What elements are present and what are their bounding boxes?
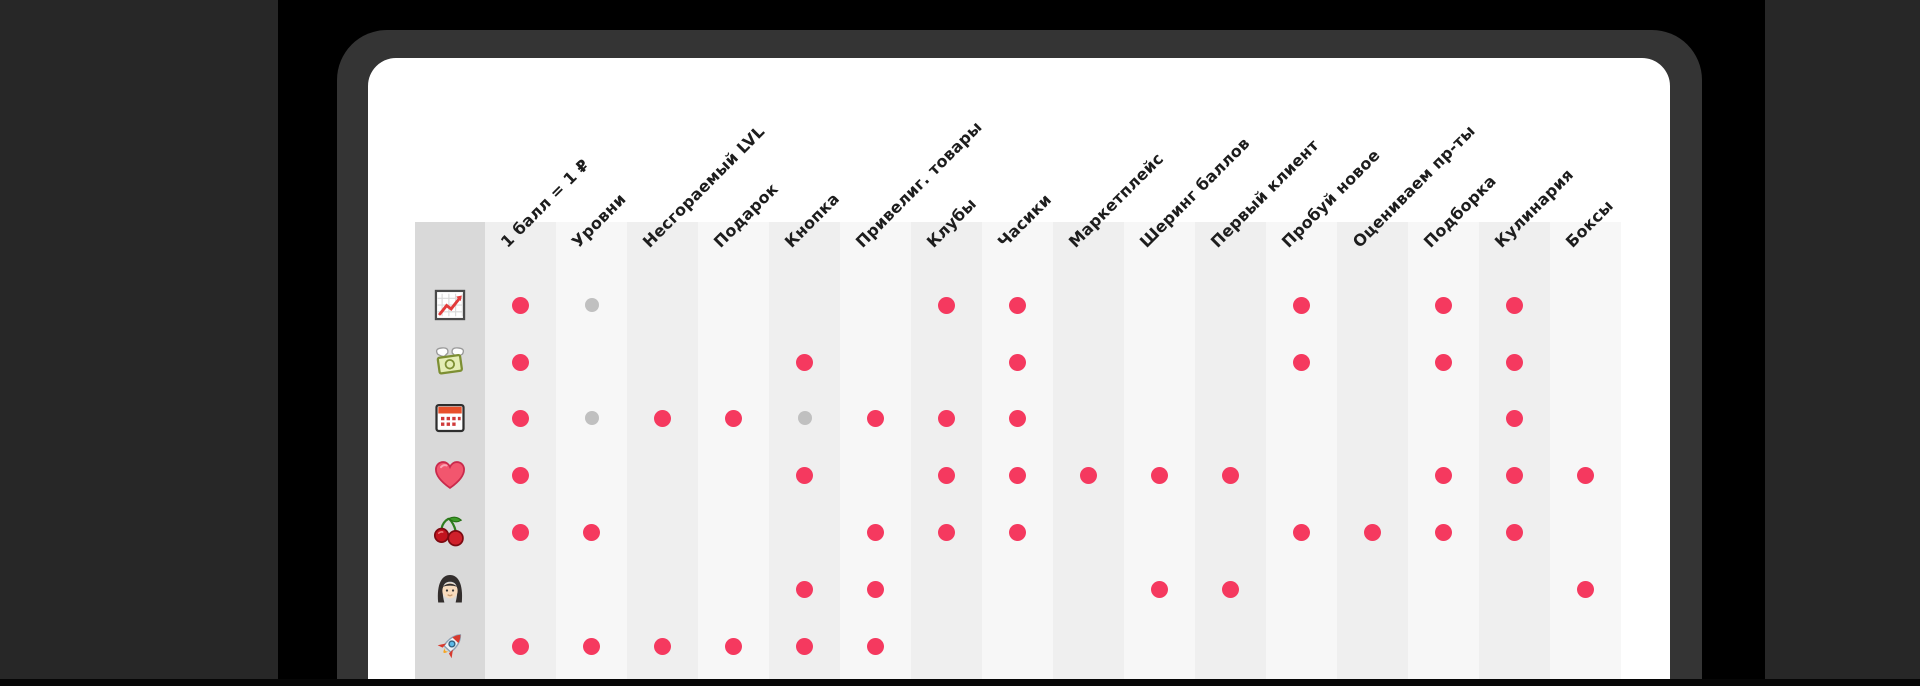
column-stripe xyxy=(982,222,1053,679)
matrix-dot-pink xyxy=(654,637,671,655)
column-stripe xyxy=(911,222,982,679)
matrix-dot-pink xyxy=(1151,466,1168,484)
matrix-dot-pink xyxy=(1506,523,1523,541)
device-screen: 1 балл = 1 ₽ Уровни Несгораемый LVL Подарок… xyxy=(368,58,1670,679)
matrix-dot-pink xyxy=(796,580,813,598)
column-stripe xyxy=(698,222,769,679)
rocket-icon xyxy=(432,628,468,664)
matrix-dot-pink xyxy=(1435,466,1452,484)
matrix-dot-pink xyxy=(1009,353,1026,371)
matrix-dot-pink xyxy=(938,409,955,427)
matrix-dot-pink xyxy=(1293,523,1310,541)
woman-icon xyxy=(432,571,468,607)
matrix-dot-pink xyxy=(1435,296,1452,314)
column-stripe xyxy=(1337,222,1408,679)
column-stripe xyxy=(1408,222,1479,679)
matrix-dot-pink xyxy=(1435,353,1452,371)
matrix-dot-pink xyxy=(867,580,884,598)
column-stripe xyxy=(1479,222,1550,679)
matrix-dot-pink xyxy=(1435,523,1452,541)
matrix-dot-pink xyxy=(1009,523,1026,541)
right-background-panel xyxy=(1765,0,1920,679)
column-stripe xyxy=(769,222,840,679)
column-stripe xyxy=(1266,222,1337,679)
matrix-dot-pink xyxy=(512,523,529,541)
matrix-dot-pink xyxy=(512,637,529,655)
matrix-dot-pink xyxy=(867,637,884,655)
heart-icon xyxy=(432,457,468,493)
matrix-dot-pink xyxy=(1222,580,1239,598)
matrix-dot-pink xyxy=(512,296,529,314)
matrix-dot-pink xyxy=(1009,296,1026,314)
matrix-dot-pink xyxy=(1151,580,1168,598)
matrix-dot-pink xyxy=(1009,466,1026,484)
cherries-icon xyxy=(432,514,468,550)
matrix-dot-pink xyxy=(583,637,600,655)
matrix-dot-pink xyxy=(1506,466,1523,484)
chart-increasing-icon xyxy=(432,287,468,323)
bottom-black-bar xyxy=(0,679,1920,686)
matrix-dot-pink xyxy=(867,523,884,541)
matrix-dot-pink xyxy=(583,523,600,541)
matrix-dot-gray xyxy=(584,298,599,312)
matrix-dot-pink xyxy=(1577,466,1594,484)
matrix-dot-pink xyxy=(1506,296,1523,314)
matrix-dot-pink xyxy=(938,466,955,484)
matrix-dot-pink xyxy=(1506,353,1523,371)
matrix-dot-pink xyxy=(725,409,742,427)
matrix-dot-pink xyxy=(1506,409,1523,427)
matrix-dot-pink xyxy=(1222,466,1239,484)
column-stripe xyxy=(556,222,627,679)
matrix-dot-pink xyxy=(1364,523,1381,541)
matrix-dot-pink xyxy=(1009,409,1026,427)
matrix-dot-gray xyxy=(584,411,599,425)
matrix-dot-pink xyxy=(796,466,813,484)
column-stripe xyxy=(1124,222,1195,679)
column-stripe xyxy=(1550,222,1621,679)
matrix-dot-pink xyxy=(512,409,529,427)
column-stripe xyxy=(1195,222,1266,679)
matrix-dot-pink xyxy=(654,409,671,427)
matrix-dot-pink xyxy=(725,637,742,655)
matrix-dot-pink xyxy=(796,353,813,371)
column-stripe xyxy=(840,222,911,679)
matrix-dot-pink xyxy=(1080,466,1097,484)
matrix-dot-pink xyxy=(1293,296,1310,314)
matrix-dot-pink xyxy=(1293,353,1310,371)
matrix-dot-pink xyxy=(796,637,813,655)
matrix-dot-gray xyxy=(797,411,812,425)
matrix-dot-pink xyxy=(512,353,529,371)
money-with-wings-icon xyxy=(432,344,468,380)
matrix-dot-pink xyxy=(512,466,529,484)
feature-matrix: 1 балл = 1 ₽ Уровни Несгораемый LVL Подарок… xyxy=(368,58,1670,679)
column-stripe xyxy=(485,222,556,679)
matrix-dot-pink xyxy=(938,296,955,314)
calendar-icon xyxy=(432,400,468,436)
matrix-dot-pink xyxy=(867,409,884,427)
column-stripe xyxy=(1053,222,1124,679)
left-background-panel xyxy=(0,0,278,679)
column-stripe xyxy=(627,222,698,679)
matrix-dot-pink xyxy=(938,523,955,541)
matrix-dot-pink xyxy=(1577,580,1594,598)
